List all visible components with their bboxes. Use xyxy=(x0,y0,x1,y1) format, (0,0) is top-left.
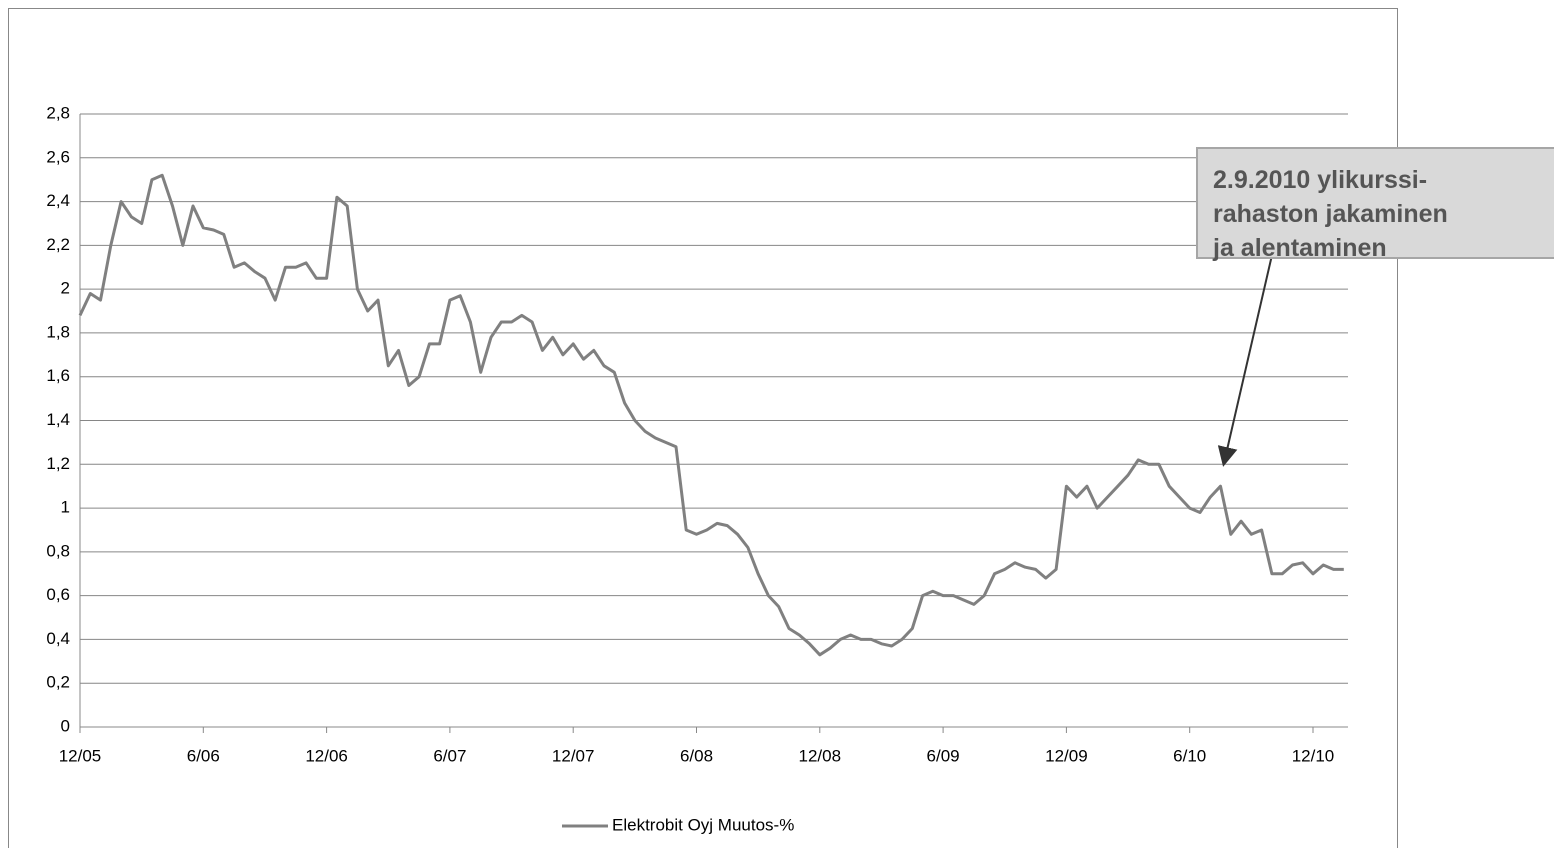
x-tick-label: 6/07 xyxy=(433,746,466,765)
y-tick-label: 0 xyxy=(61,716,70,735)
y-tick-label: 1,6 xyxy=(46,366,70,385)
y-tick-label: 0,4 xyxy=(46,629,70,648)
y-tick-label: 2,8 xyxy=(46,103,70,122)
y-tick-label: 0,2 xyxy=(46,673,70,692)
x-tick-label: 12/06 xyxy=(305,746,348,765)
plot-area: 0 0,2 0,4 0,6 0,8 1 1,2 1,4 1,6 1,8 2 2,2 2,4 2,6 2,8 1… xyxy=(46,103,1348,834)
y-tick-label: 2,4 xyxy=(46,191,70,210)
x-tick-label: 6/09 xyxy=(927,746,960,765)
x-tick-label: 12/08 xyxy=(799,746,842,765)
annotation-text: 2.9.2010 ylikurssi- xyxy=(1213,166,1427,194)
x-tick-label: 6/10 xyxy=(1173,746,1206,765)
x-tick-label: 12/05 xyxy=(59,746,102,765)
y-tick-label: 2,6 xyxy=(46,147,70,166)
data-line xyxy=(78,173,1344,657)
annotation-text: rahaston jakaminen xyxy=(1213,200,1448,228)
y-tick-label: 0,6 xyxy=(46,585,70,604)
y-tick-label: 2 xyxy=(61,279,70,298)
y-tick-label: 1,2 xyxy=(46,454,70,473)
x-tick-label: 12/07 xyxy=(552,746,595,765)
chart-frame xyxy=(8,8,1398,848)
x-tick-label: 12/10 xyxy=(1292,746,1335,765)
annotation-text: ja alentaminen xyxy=(1212,234,1387,262)
y-tick-label: 1,8 xyxy=(46,322,70,341)
y-tick-label: 1 xyxy=(61,498,70,517)
x-tick-label: 6/08 xyxy=(680,746,713,765)
y-tick-label: 2,2 xyxy=(46,235,70,254)
y-tick-label: 1,4 xyxy=(46,410,70,429)
y-tick-label: 0,8 xyxy=(46,541,70,560)
legend-label: Elektrobit Oyj Muutos-% xyxy=(612,815,794,834)
x-tick-label: 6/06 xyxy=(187,746,220,765)
annotation-arrow xyxy=(1217,254,1273,467)
x-tick-label: 12/09 xyxy=(1045,746,1088,765)
annotation-box xyxy=(1196,147,1554,259)
